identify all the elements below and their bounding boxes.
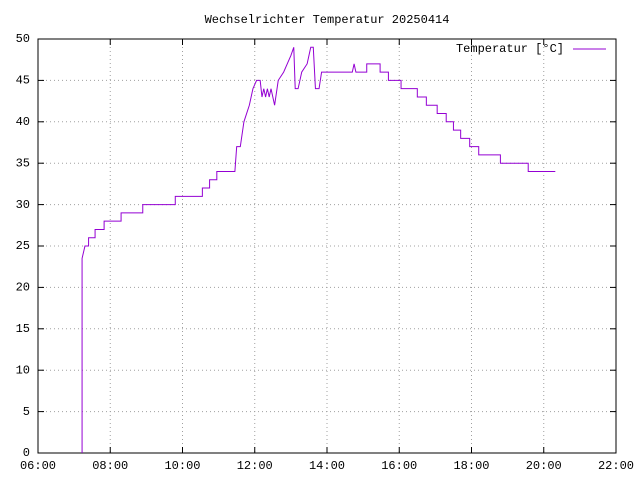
y-tick-label: 30 bbox=[16, 198, 30, 212]
chart-title: Wechselrichter Temperatur 20250414 bbox=[205, 13, 450, 27]
x-tick-label: 22:00 bbox=[598, 459, 634, 473]
plot-frame bbox=[37, 38, 617, 454]
x-tick-label: 20:00 bbox=[526, 459, 562, 473]
y-tick-label: 5 bbox=[23, 405, 30, 419]
x-tick-label: 16:00 bbox=[381, 459, 417, 473]
x-tick-label: 12:00 bbox=[237, 459, 273, 473]
y-tick-label: 15 bbox=[16, 322, 30, 336]
y-tick-label: 50 bbox=[16, 32, 30, 46]
y-tick-label: 20 bbox=[16, 281, 30, 295]
x-tick-label: 06:00 bbox=[20, 459, 56, 473]
x-tick-label: 18:00 bbox=[453, 459, 489, 473]
y-tick-label: 35 bbox=[16, 156, 30, 170]
legend-label: Temperatur [°C] bbox=[456, 42, 564, 56]
x-tick-label: 14:00 bbox=[309, 459, 345, 473]
y-tick-label: 10 bbox=[16, 363, 30, 377]
y-tick-label: 25 bbox=[16, 239, 30, 253]
y-tick-label: 0 bbox=[23, 446, 30, 460]
x-tick-label: 10:00 bbox=[164, 459, 200, 473]
y-tick-label: 40 bbox=[16, 115, 30, 129]
x-tick-label: 08:00 bbox=[92, 459, 128, 473]
y-tick-label: 45 bbox=[16, 74, 30, 88]
data-line bbox=[81, 46, 556, 453]
